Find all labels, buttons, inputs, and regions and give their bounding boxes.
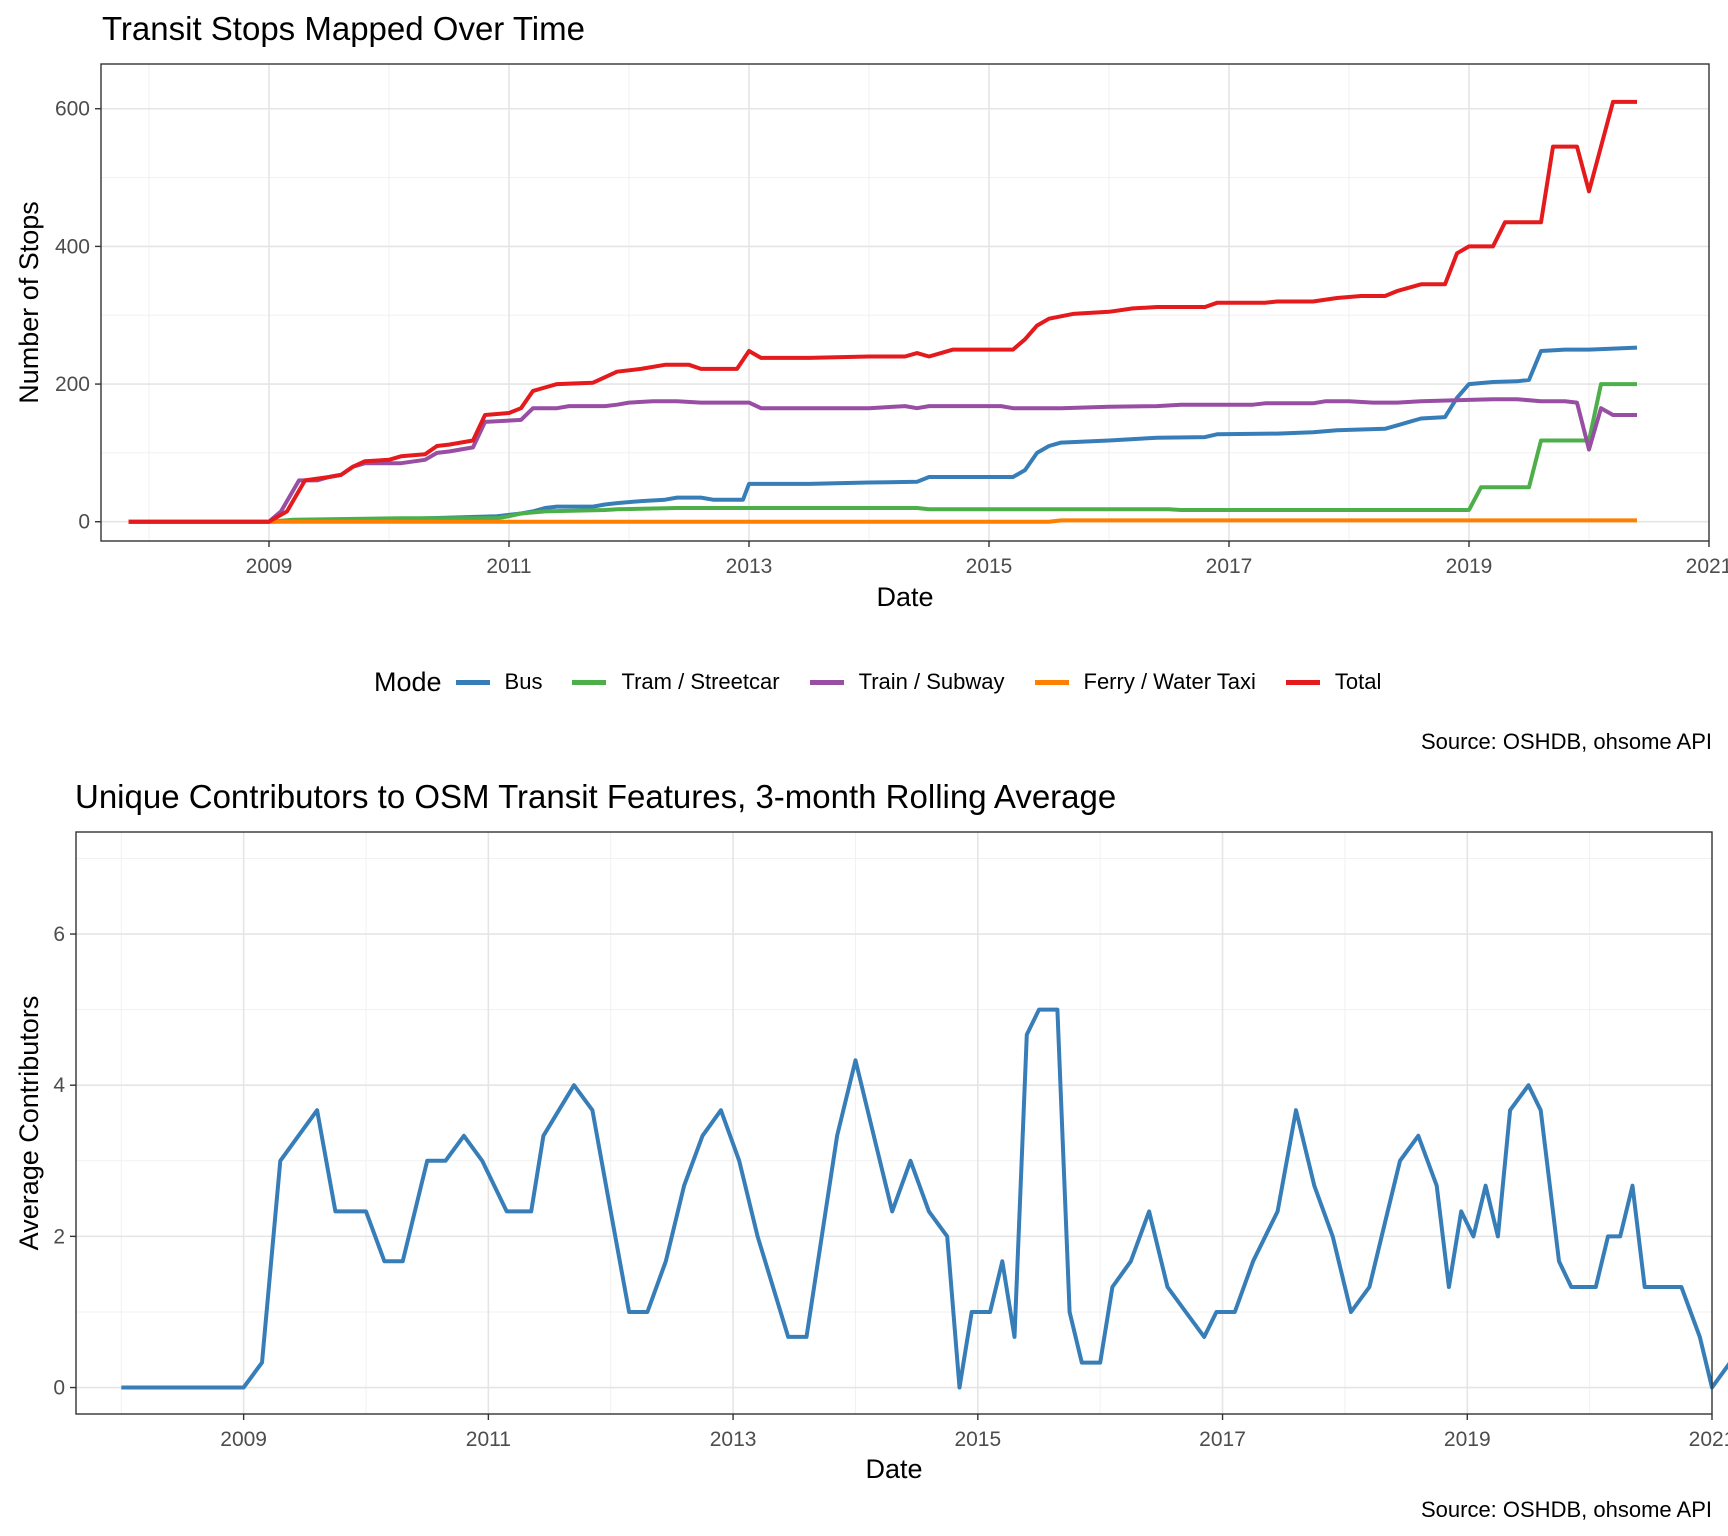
- legend: Mode Bus Tram / Streetcar Train / Subway…: [374, 660, 1411, 704]
- legend-label-bus: Bus: [504, 669, 543, 694]
- plot1-x-tick-label: 2009: [246, 555, 293, 578]
- legend-label-total: Total: [1334, 669, 1382, 694]
- plot2-x-tick-label: 2017: [1199, 1428, 1246, 1451]
- plot1-y-tick-label: 400: [55, 235, 90, 258]
- plot2-x-axis-title: Date: [865, 1454, 922, 1484]
- legend-item-ferry: Ferry / Water Taxi: [1034, 669, 1256, 695]
- plot2-y-axis-title: Average Contributors: [14, 996, 44, 1251]
- plot2-x-tick-label: 2021: [1689, 1428, 1728, 1451]
- legend-label-train: Train / Subway: [858, 669, 1005, 694]
- legend-item-train: Train / Subway: [809, 669, 1005, 695]
- plot1-background: [101, 64, 1709, 541]
- plot2-x-tick-label: 2015: [954, 1428, 1001, 1451]
- plot2-x-tick-label: 2011: [466, 1428, 511, 1451]
- legend-label-ferry: Ferry / Water Taxi: [1083, 669, 1256, 694]
- plot1-caption: Source: OSHDB, ohsome API: [1420, 729, 1712, 754]
- plot1-x-tick-label: 2013: [726, 555, 773, 578]
- plot1-y-tick-label: 0: [78, 511, 90, 534]
- plot2-y-tick-label: 6: [53, 923, 65, 946]
- plot1-series-ferry-water-taxi: [128, 518, 1637, 524]
- plot1-panel: 2009 2011 2013 2015 2017 2019 2021 0 200 400 600 Da…: [14, 63, 1728, 612]
- plot2-title: Unique Contributors to OSM Transit Featu…: [75, 778, 1117, 815]
- plot1-x-tick-label: 2011: [486, 555, 531, 578]
- plot1-y-tick-label: 200: [55, 373, 90, 396]
- plot1-x-axis-title: Date: [876, 582, 933, 612]
- legend-item-tram: Tram / Streetcar: [572, 669, 780, 695]
- plot1-x-tick-label: 2017: [1206, 555, 1253, 578]
- plot1-x-tick-label: 2015: [966, 555, 1013, 578]
- plot2-y-tick-label: 0: [53, 1377, 65, 1400]
- legend-item-bus: Bus: [455, 669, 543, 695]
- plot1-y-axis-title: Number of Stops: [14, 201, 44, 404]
- plot2-series-contributors: [121, 1007, 1728, 1390]
- legend-label-tram: Tram / Streetcar: [621, 669, 780, 694]
- plot1-y-tick-label: 600: [55, 98, 90, 121]
- legend-swatch-bus: [455, 679, 490, 685]
- plot2-x-tick-label: 2019: [1444, 1428, 1491, 1451]
- plot2-background: [76, 832, 1712, 1414]
- legend-swatch-ferry: [1034, 679, 1069, 685]
- plot2-x-tick-label: 2009: [220, 1428, 267, 1451]
- plot1-series-train-subway: [128, 397, 1637, 524]
- legend-swatch-train: [809, 679, 844, 685]
- plot2-panel: 2009 2011 2013 2015 2017 2019 2021 0 2 4 6 Date Aver…: [14, 831, 1728, 1484]
- plot2-y-tick-label: 2: [53, 1225, 65, 1248]
- plot1-title: Transit Stops Mapped Over Time: [102, 10, 585, 47]
- legend-swatch-tram: [572, 679, 607, 685]
- plot2-caption: Source: OSHDB, ohsome API: [1420, 1497, 1712, 1522]
- legend-swatch-total: [1285, 679, 1320, 685]
- plot1-panel-border: [100, 63, 1710, 542]
- plot2-y-tick-label: 4: [53, 1074, 65, 1097]
- plot2-x-tick-label: 2013: [710, 1428, 757, 1451]
- legend-title: Mode: [374, 666, 442, 697]
- plot1-x-tick-label: 2019: [1446, 555, 1493, 578]
- legend-item-total: Total: [1285, 669, 1382, 695]
- plot2-panel-border: [75, 831, 1713, 1415]
- plot1-series-tram-streetcar: [128, 382, 1637, 524]
- plot1-series-total: [128, 99, 1637, 524]
- plot1-x-tick-label: 2021: [1686, 555, 1728, 578]
